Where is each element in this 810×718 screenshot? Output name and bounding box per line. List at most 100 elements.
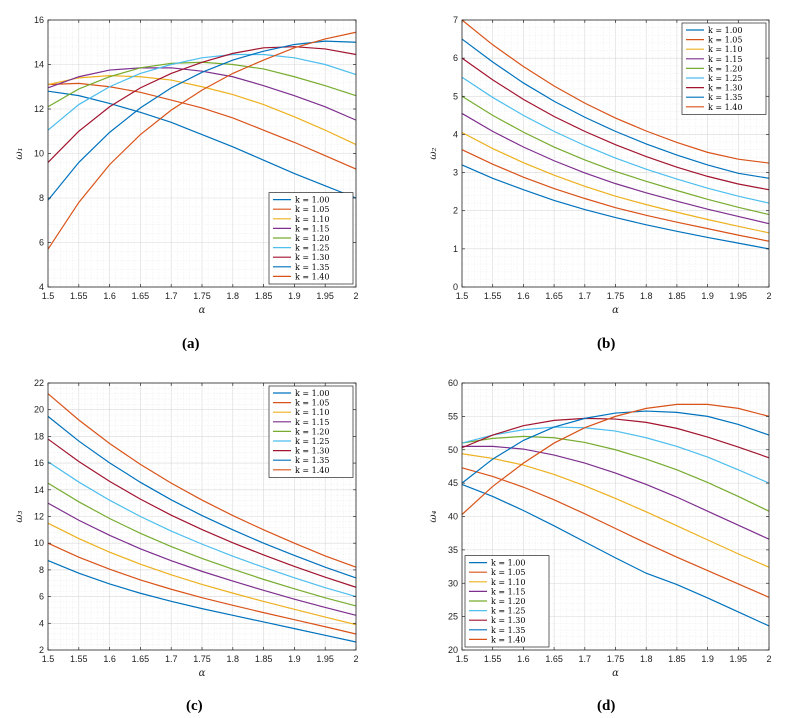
legend-entry: k = 1.00 xyxy=(295,196,329,205)
series-line-k1 xyxy=(461,149,770,242)
x-tick-label: 1.95 xyxy=(316,654,334,664)
legend: k = 1.00k = 1.05k = 1.10k = 1.15k = 1.20… xyxy=(268,385,354,478)
y-axis-label: ω₃ xyxy=(14,510,25,522)
series-line-k3 xyxy=(461,112,770,225)
x-tick-label: 1.6 xyxy=(517,291,530,301)
legend-entry: k = 1.40 xyxy=(491,635,525,644)
x-tick-label: 1.9 xyxy=(701,654,714,664)
caption-d: (d) xyxy=(597,698,616,714)
series-line-k0 xyxy=(47,560,357,643)
series-line-k6 xyxy=(47,46,357,163)
series-line-k1 xyxy=(47,542,357,635)
legend-entry: k = 1.25 xyxy=(295,244,329,253)
legend-entry: k = 1.40 xyxy=(295,272,329,281)
legend-entry: k = 1.15 xyxy=(491,587,525,596)
y-tick-label: 6 xyxy=(39,592,44,602)
legend: k = 1.00k = 1.05k = 1.10k = 1.15k = 1.20… xyxy=(681,22,767,115)
series-line-k7 xyxy=(461,410,770,484)
x-tick-label: 1.5 xyxy=(42,654,55,664)
x-axis-label: α xyxy=(612,305,619,316)
y-axis-label: ω₂ xyxy=(428,147,439,159)
legend-entry: k = 1.15 xyxy=(295,418,329,427)
series-line-k0 xyxy=(461,483,770,627)
x-tick-label: 1.85 xyxy=(668,654,686,664)
x-tick-label: 1.5 xyxy=(42,291,55,301)
legend-entry: k = 1.00 xyxy=(491,559,525,568)
legend-entry: k = 1.20 xyxy=(295,427,329,436)
x-tick-label: 1.65 xyxy=(545,291,563,301)
x-tick-label: 2 xyxy=(353,291,358,301)
chart-d: 1.5 1.55 1.6 1.65 1.7 1.75 1.8 1.85 1.9 1.95 2 20 25… xyxy=(428,378,772,679)
x-tick-label: 1.6 xyxy=(517,654,530,664)
x-tick-label: 1.55 xyxy=(70,654,88,664)
grid xyxy=(461,382,770,651)
y-tick-label: 1 xyxy=(453,244,458,254)
legend: k = 1.00k = 1.05k = 1.10k = 1.15k = 1.20… xyxy=(464,555,550,648)
x-tick-label: 1.65 xyxy=(545,654,563,664)
series-line-k1 xyxy=(461,467,770,598)
y-tick-label: 20 xyxy=(34,405,44,415)
legend-entry: k = 1.10 xyxy=(295,408,329,417)
x-tick-label: 1.8 xyxy=(640,291,653,301)
x-tick-label: 1.75 xyxy=(607,654,625,664)
series-line-k6 xyxy=(47,438,357,588)
x-tick-label: 1.65 xyxy=(132,654,150,664)
y-tick-label: 55 xyxy=(448,411,458,421)
y-tick-label: 5 xyxy=(453,91,458,101)
legend-entry: k = 1.00 xyxy=(708,26,742,35)
series-line-k0 xyxy=(461,164,770,250)
series-line-k5 xyxy=(461,76,770,204)
series-line-k2 xyxy=(461,453,770,568)
series-line-k2 xyxy=(461,131,770,234)
x-tick-label: 1.5 xyxy=(456,291,469,301)
caption-c: (c) xyxy=(186,698,203,714)
y-tick-label: 4 xyxy=(39,618,44,628)
y-tick-label: 20 xyxy=(448,645,458,655)
x-tick-label: 1.95 xyxy=(730,654,748,664)
x-tick-label: 1.7 xyxy=(165,291,178,301)
series-line-k1 xyxy=(47,82,357,170)
x-tick-label: 1.85 xyxy=(668,291,686,301)
series-line-k6 xyxy=(461,57,770,191)
series-line-k3 xyxy=(462,445,770,540)
legend-entry: k = 1.40 xyxy=(708,103,742,112)
y-tick-label: 2 xyxy=(453,206,458,216)
x-tick-label: 1.8 xyxy=(227,291,240,301)
y-tick-label: 4 xyxy=(453,129,458,139)
x-tick-label: 2 xyxy=(766,291,771,301)
legend-entry: k = 1.40 xyxy=(295,466,329,475)
series-line-k8 xyxy=(47,31,357,250)
x-tick-label: 1.75 xyxy=(607,291,625,301)
series-line-k5 xyxy=(47,461,357,598)
y-tick-label: 35 xyxy=(448,545,458,555)
legend-entry: k = 1.15 xyxy=(295,224,329,233)
y-tick-label: 22 xyxy=(34,378,44,388)
x-tick-label: 1.95 xyxy=(730,291,748,301)
legend-entry: k = 1.20 xyxy=(491,597,525,606)
x-tick-label: 1.75 xyxy=(193,654,211,664)
legend-entry: k = 1.00 xyxy=(295,389,329,398)
panel-c: 1.5 1.55 1.6 1.65 1.7 1.75 1.8 1.85 1.9 1.95 2 2 4 6 8… xyxy=(0,359,405,718)
legend-entry: k = 1.10 xyxy=(491,578,525,587)
series-line-k8 xyxy=(461,19,770,164)
legend-entry: k = 1.25 xyxy=(708,74,742,83)
series-line-k8 xyxy=(461,403,770,515)
series-line-k7 xyxy=(47,40,357,201)
legend-entry: k = 1.30 xyxy=(295,253,329,262)
y-tick-label: 14 xyxy=(34,60,44,70)
series-line-k6 xyxy=(461,417,770,459)
chart-c: 1.5 1.55 1.6 1.65 1.7 1.75 1.8 1.85 1.9 1.95 22468… xyxy=(14,378,359,679)
legend-entry: k = 1.30 xyxy=(295,447,329,456)
y-tick-label: 0 xyxy=(453,282,458,292)
legend-entry: k = 1.15 xyxy=(708,55,742,64)
grid xyxy=(47,382,357,651)
caption-a: (a) xyxy=(182,336,200,352)
series-line-k2 xyxy=(47,522,357,626)
legend-entry: k = 1.30 xyxy=(708,84,742,93)
x-tick-label: 1.9 xyxy=(288,291,301,301)
x-tick-label: 1.75 xyxy=(193,291,211,301)
series-line-k5 xyxy=(461,426,770,484)
y-tick-label: 3 xyxy=(453,168,458,178)
y-tick-label: 2 xyxy=(39,645,44,655)
x-tick-label: 1.8 xyxy=(227,654,240,664)
